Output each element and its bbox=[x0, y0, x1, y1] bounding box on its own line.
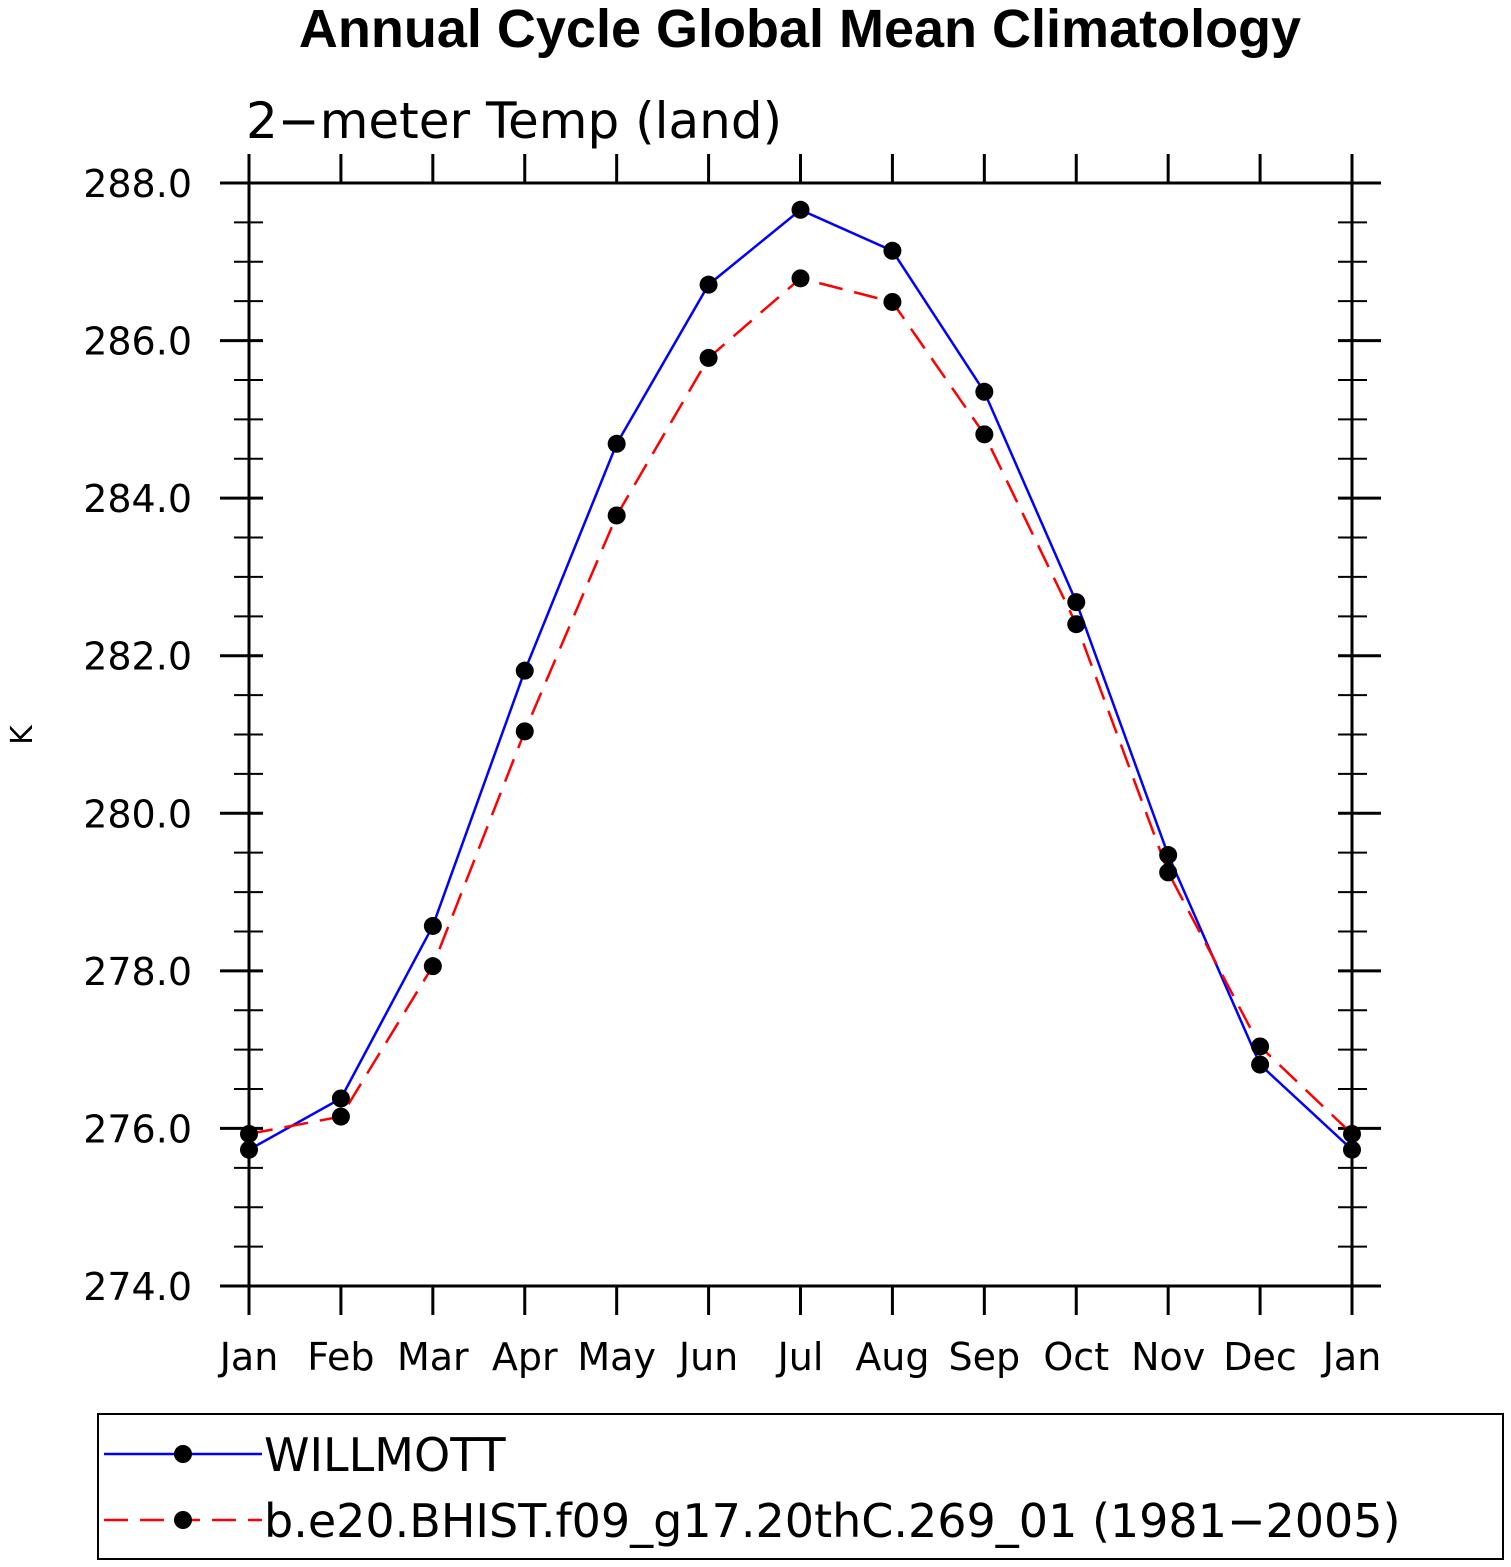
data-point-series-1 bbox=[1159, 863, 1178, 882]
data-point-series-1 bbox=[1067, 615, 1086, 634]
series-line-0 bbox=[248, 208, 1353, 1151]
x-tick-label: Jun bbox=[677, 1335, 738, 1379]
chart-subtitle: 2−meter Temp (land) bbox=[246, 92, 782, 150]
y-tick-label: 276.0 bbox=[83, 1107, 192, 1151]
y-tick-label: 282.0 bbox=[83, 635, 192, 679]
data-point-series-1 bbox=[515, 722, 534, 741]
data-point-series-0 bbox=[331, 1089, 350, 1108]
y-tick-label: 278.0 bbox=[83, 950, 192, 994]
data-point-series-0 bbox=[975, 382, 994, 401]
legend: WILLMOTT b.e20.BHIST.f09_g17.20thC.269_0… bbox=[97, 1413, 1504, 1560]
x-tick-label: Jan bbox=[218, 1335, 279, 1379]
data-point-series-1 bbox=[1343, 1124, 1361, 1143]
data-point-series-1 bbox=[791, 269, 810, 288]
x-tick-label: Feb bbox=[307, 1335, 374, 1379]
data-point-series-0 bbox=[515, 661, 534, 680]
series-markers bbox=[240, 200, 1361, 1159]
data-point-series-1 bbox=[699, 348, 718, 367]
data-point-series-0 bbox=[1067, 593, 1086, 612]
x-tick-label: May bbox=[577, 1335, 656, 1379]
x-tick-label: Mar bbox=[397, 1335, 469, 1379]
x-tick-label: Jan bbox=[1321, 1335, 1382, 1379]
data-point-series-0 bbox=[1343, 1140, 1361, 1159]
data-point-series-1 bbox=[883, 292, 902, 311]
data-point-series-0 bbox=[1251, 1055, 1270, 1074]
y-tick-label: 280.0 bbox=[83, 792, 192, 836]
legend-label-model: b.e20.BHIST.f09_g17.20thC.269_01 (1981−2… bbox=[264, 1494, 1401, 1548]
data-point-series-0 bbox=[607, 434, 626, 453]
y-axis-ticks bbox=[220, 181, 1381, 1288]
y-tick-label: 286.0 bbox=[83, 320, 192, 364]
data-point-series-1 bbox=[240, 1124, 258, 1143]
legend-label-willmott: WILLMOTT bbox=[264, 1428, 506, 1482]
data-point-series-1 bbox=[1251, 1037, 1270, 1056]
x-tick-label: Jul bbox=[776, 1335, 824, 1379]
data-point-series-0 bbox=[240, 1140, 258, 1159]
data-point-series-1 bbox=[331, 1107, 350, 1126]
series-line-1 bbox=[248, 276, 1353, 1136]
x-axis-ticks bbox=[247, 154, 1354, 1315]
x-tick-label: Oct bbox=[1043, 1335, 1109, 1379]
y-tick-label: 284.0 bbox=[83, 477, 192, 521]
y-axis-tick-labels: 274.0 276.0 278.0 280.0 282.0 284.0 286.0 288.0 bbox=[83, 162, 192, 1309]
x-tick-label: Sep bbox=[949, 1335, 1021, 1379]
plot-frame bbox=[247, 181, 1354, 1288]
data-point-series-0 bbox=[1159, 846, 1178, 865]
y-tick-label: 274.0 bbox=[83, 1265, 192, 1309]
legend-box bbox=[97, 1413, 1504, 1560]
data-point-series-0 bbox=[699, 275, 718, 294]
data-point-series-1 bbox=[423, 957, 442, 976]
data-point-series-1 bbox=[607, 506, 626, 525]
data-point-series-0 bbox=[423, 916, 442, 935]
data-point-series-0 bbox=[883, 241, 902, 260]
legend-marker-model bbox=[174, 1511, 192, 1529]
chart-title: Annual Cycle Global Mean Climatology bbox=[299, 0, 1301, 59]
series-lines bbox=[248, 208, 1353, 1151]
x-tick-label: Nov bbox=[1131, 1335, 1205, 1379]
x-tick-label: Dec bbox=[1223, 1335, 1297, 1379]
data-point-series-1 bbox=[975, 425, 994, 444]
data-point-series-0 bbox=[791, 200, 810, 219]
y-tick-label: 288.0 bbox=[83, 162, 192, 206]
x-axis-tick-labels: Jan Feb Mar Apr May Jun Jul Aug Sep Oct Nov Dec Jan bbox=[218, 1335, 1382, 1379]
x-tick-label: Aug bbox=[855, 1335, 929, 1379]
x-tick-label: Apr bbox=[492, 1335, 558, 1379]
legend-marker-willmott bbox=[174, 1445, 192, 1463]
y-axis-label: K bbox=[5, 724, 40, 745]
